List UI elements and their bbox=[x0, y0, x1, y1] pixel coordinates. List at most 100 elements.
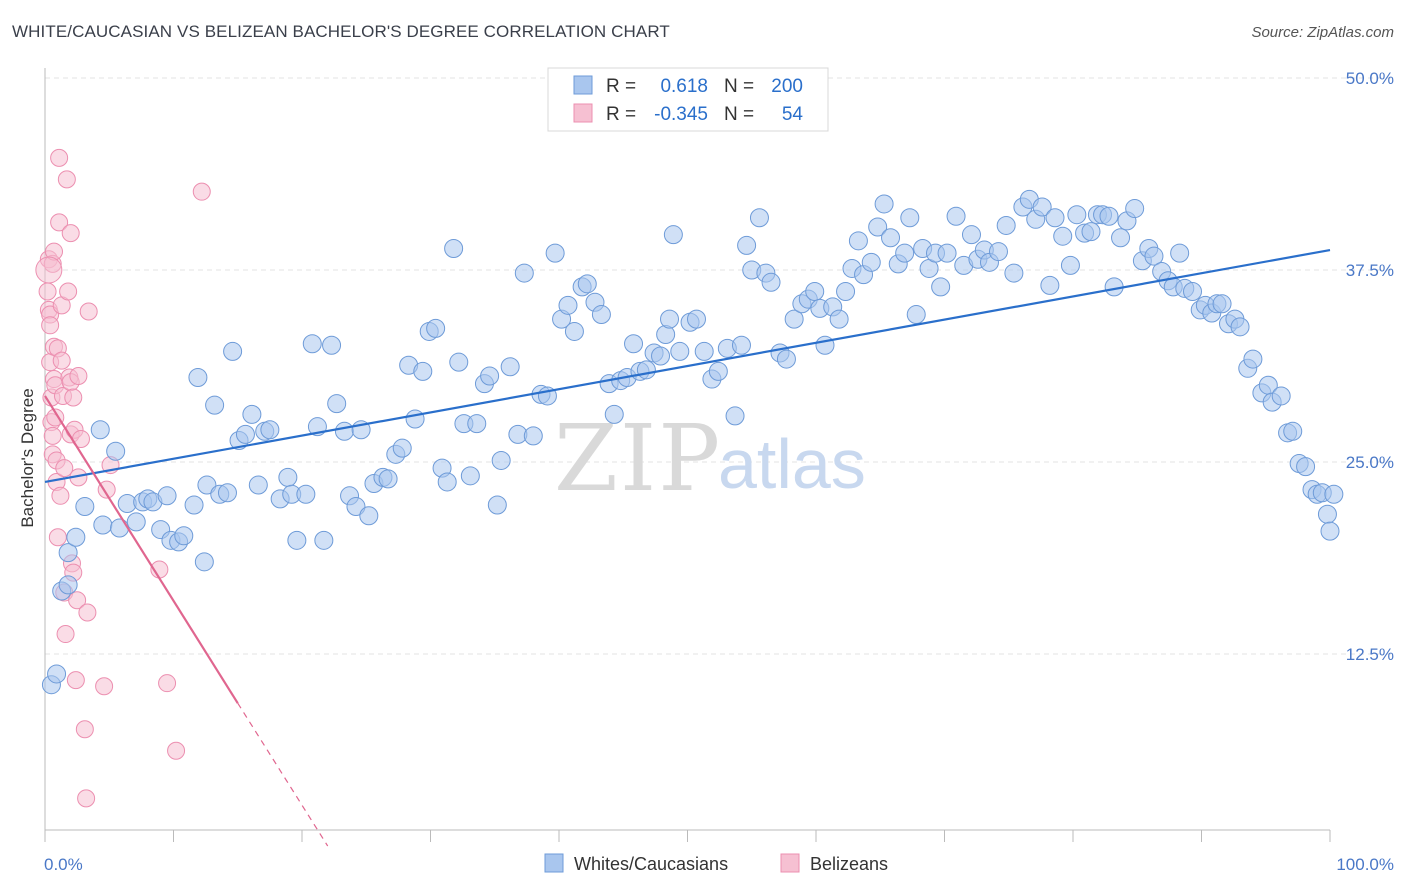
whites-point bbox=[731, 335, 751, 355]
whites-point bbox=[708, 361, 728, 381]
whites-point bbox=[75, 497, 95, 517]
whites-point bbox=[988, 242, 1008, 262]
whites-point bbox=[405, 409, 425, 429]
whites-point bbox=[480, 366, 500, 386]
whites-point bbox=[836, 282, 856, 302]
stats-legend: R = 0.618 N = 200 R = -0.345 N = 54 bbox=[547, 67, 829, 132]
stats-n-value: 200 bbox=[771, 76, 803, 97]
whites-point bbox=[392, 438, 412, 458]
x-tick-label-max: 100.0% bbox=[1336, 855, 1394, 874]
whites-point bbox=[1032, 197, 1052, 217]
stats-r-value: -0.345 bbox=[654, 104, 708, 125]
stats-n-label: N = bbox=[724, 104, 754, 125]
whites-point bbox=[1144, 246, 1164, 266]
belizeans-point bbox=[38, 282, 57, 301]
belizeans-point bbox=[69, 366, 88, 385]
whites-point bbox=[564, 321, 584, 341]
belizeans-point bbox=[97, 480, 116, 499]
whites-point bbox=[591, 305, 611, 325]
whites-point bbox=[90, 420, 110, 440]
whites-point bbox=[197, 475, 217, 495]
whites-point bbox=[157, 486, 177, 506]
x-tick-label-min: 0.0% bbox=[44, 855, 83, 874]
whites-point bbox=[961, 225, 981, 245]
whites-point bbox=[749, 208, 769, 228]
belizeans-point bbox=[46, 408, 65, 427]
whites-point bbox=[1243, 349, 1263, 369]
whites-point bbox=[829, 309, 849, 329]
watermark: ZIP atlas bbox=[554, 405, 866, 512]
belizeans-point bbox=[66, 671, 85, 690]
whites-point bbox=[906, 305, 926, 325]
whites-point bbox=[1067, 205, 1087, 225]
whites-point bbox=[58, 543, 78, 563]
belizeans-point bbox=[78, 603, 97, 622]
whites-point bbox=[931, 277, 951, 297]
whites-point bbox=[314, 530, 334, 550]
whites-point bbox=[260, 420, 280, 440]
whites-point bbox=[1060, 255, 1080, 275]
whites-point bbox=[287, 530, 307, 550]
stats-r-value: 0.618 bbox=[660, 76, 708, 97]
belizeans-point bbox=[158, 674, 177, 693]
whites-point bbox=[1212, 294, 1232, 314]
whites-point bbox=[1125, 199, 1145, 219]
y-tick-label: 50.0% bbox=[1346, 69, 1394, 88]
belizeans-point bbox=[75, 720, 94, 739]
whites-point bbox=[93, 515, 113, 535]
whites-point bbox=[784, 309, 804, 329]
whites-point bbox=[881, 228, 901, 248]
whites-point bbox=[1099, 206, 1119, 226]
y-tick-label: 12.5% bbox=[1346, 645, 1394, 664]
whites-point bbox=[1183, 282, 1203, 302]
whites-point bbox=[1317, 504, 1337, 524]
whites-point bbox=[66, 527, 86, 547]
whites-point bbox=[1053, 226, 1073, 246]
whites-point bbox=[577, 274, 597, 294]
belizeans-point bbox=[59, 282, 78, 301]
whites-point bbox=[126, 512, 146, 532]
watermark-zip-text: ZIP bbox=[554, 405, 722, 512]
legend-swatch-whites bbox=[544, 853, 564, 873]
whites-point bbox=[895, 243, 915, 263]
whites-point bbox=[334, 421, 354, 441]
whites-point bbox=[217, 483, 237, 503]
whites-point bbox=[327, 394, 347, 414]
whites-point bbox=[1170, 243, 1190, 263]
belizeans-point bbox=[52, 351, 71, 370]
belizeans-point bbox=[41, 316, 60, 335]
whites-point bbox=[194, 552, 214, 572]
belizeans-point bbox=[61, 224, 80, 243]
whites-point bbox=[302, 334, 322, 354]
belizeans-point bbox=[64, 388, 83, 407]
belizeans-point bbox=[51, 486, 70, 505]
belizeans-point bbox=[50, 148, 69, 167]
stats-r-label: R = bbox=[606, 76, 636, 97]
whites-point bbox=[467, 414, 487, 434]
whites-point bbox=[205, 395, 225, 415]
whites-point bbox=[861, 252, 881, 272]
whites-point bbox=[500, 357, 520, 377]
whites-point bbox=[47, 664, 67, 684]
whites-point bbox=[235, 424, 255, 444]
whites-point bbox=[346, 497, 366, 517]
whites-point bbox=[937, 243, 957, 263]
whites-point bbox=[242, 404, 262, 424]
belizeans-point bbox=[77, 789, 96, 808]
whites-point bbox=[248, 475, 268, 495]
whites-point bbox=[437, 472, 457, 492]
stats-legend-box bbox=[547, 67, 829, 132]
belizeans-point bbox=[48, 528, 67, 547]
whites-point bbox=[426, 318, 446, 338]
belizeans-point bbox=[68, 591, 87, 610]
legend-swatch-belizeans bbox=[780, 853, 800, 873]
whites-point bbox=[545, 243, 565, 263]
whites-point bbox=[1296, 457, 1316, 477]
legend-label-whites: Whites/Caucasians bbox=[574, 854, 728, 874]
chart-title: WHITE/CAUCASIAN VS BELIZEAN BACHELOR'S D… bbox=[12, 22, 670, 41]
belizeans-point bbox=[57, 170, 76, 189]
whites-point bbox=[514, 263, 534, 283]
whites-point bbox=[624, 334, 644, 354]
whites-point bbox=[558, 295, 578, 315]
stats-r-label: R = bbox=[606, 104, 636, 125]
